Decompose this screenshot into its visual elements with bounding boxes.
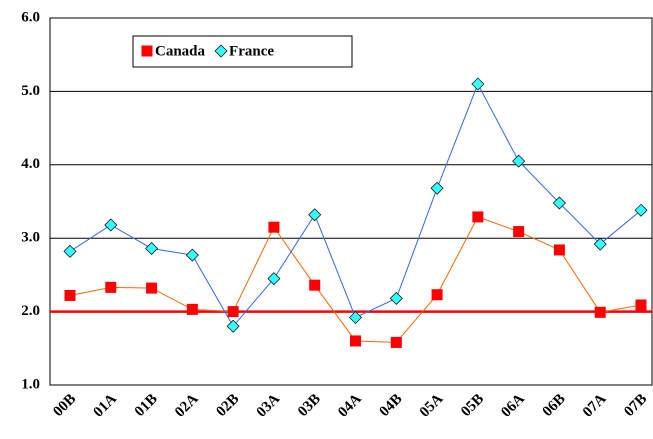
marker [471,77,485,91]
marker [145,241,159,255]
marker [635,299,647,311]
marker [104,218,118,232]
marker [63,244,77,258]
x-tick-label: 07B [621,391,650,420]
marker [389,291,403,305]
y-tick-label: 5.0 [21,83,40,99]
marker [513,226,525,238]
x-tick-label: 04B [377,391,406,420]
marker [594,306,606,318]
marker [185,248,199,262]
legend: Canada France [132,35,353,68]
legend-marker [214,44,228,58]
x-tick-label: 02A [172,391,202,421]
marker [227,306,239,318]
marker [634,203,648,217]
marker [593,237,607,251]
marker [472,211,484,223]
marker [186,303,198,315]
x-tick-label: 01B [132,391,161,420]
y-tick-label: 4.0 [21,156,40,172]
marker [267,272,281,286]
x-tick-label: 06B [540,391,569,420]
plot-frame [49,17,653,386]
marker [431,289,443,301]
legend-label: Canada [155,43,206,59]
marker [146,282,158,294]
marker [430,181,444,195]
x-tick-label: 01A [90,391,120,421]
x-tick-label: 05A [417,391,447,421]
marker [309,279,321,291]
marker [349,310,362,324]
y-tick-label: 1.0 [21,376,40,392]
marker [350,335,361,347]
x-tick-label: 03B [295,391,324,420]
x-tick-label: 06A [498,391,528,421]
marker [390,336,402,348]
x-tick-label: 02B [213,391,242,420]
legend-marker [141,45,153,57]
legend-box [132,35,353,68]
marker [553,244,565,256]
x-tick-label: 03A [254,391,284,421]
y-tick-label: 2.0 [21,303,40,319]
marker [268,221,280,233]
marker [226,319,240,333]
x-tick-label: 05B [458,391,487,420]
marker [552,196,566,210]
x-tick-label: 07A [580,391,610,421]
legend-label: France [229,43,274,59]
x-tick-label: 00B [50,391,79,420]
marker [512,154,526,168]
x-tick-label: 04A [335,391,365,421]
marker [105,281,117,293]
y-tick-label: 3.0 [21,230,40,246]
marker [64,289,76,301]
marker [308,208,322,222]
y-tick-label: 6.0 [21,9,40,25]
